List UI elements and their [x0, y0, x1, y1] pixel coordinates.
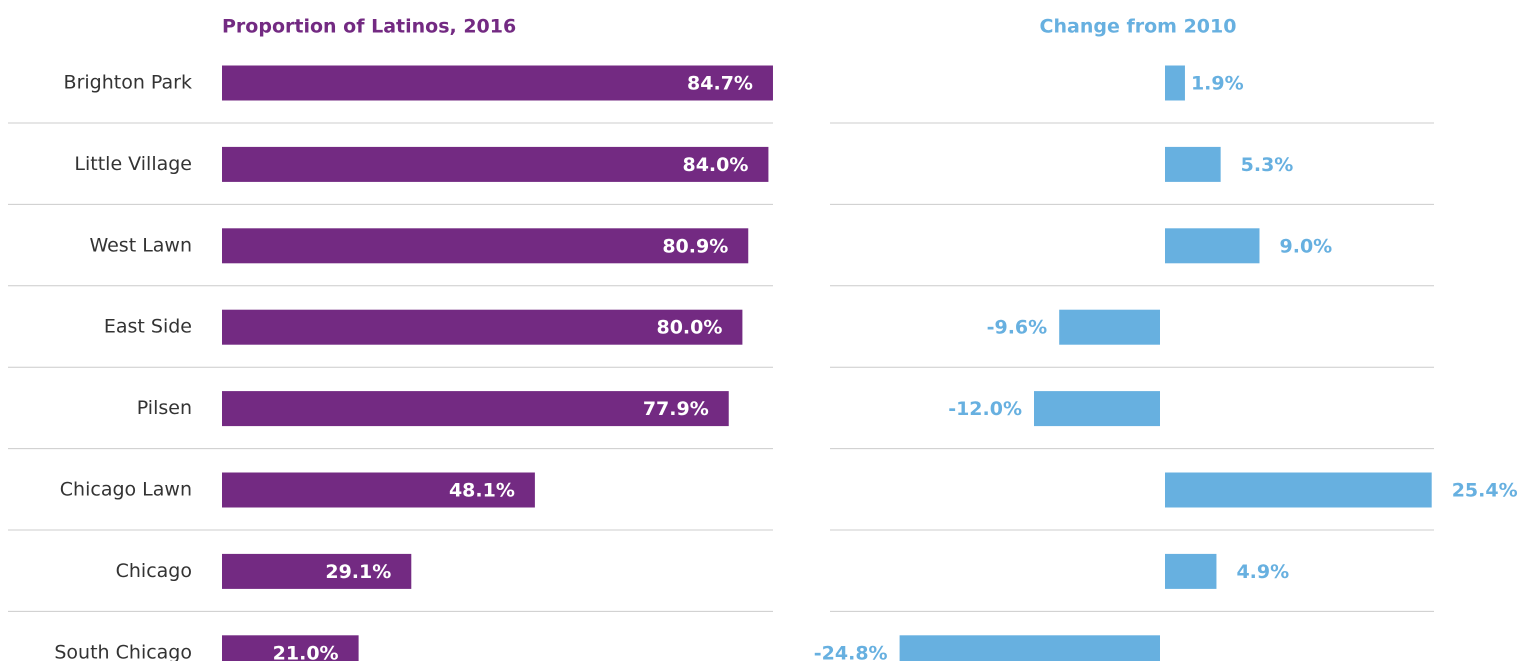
bar [1165, 472, 1432, 508]
bar [899, 635, 1160, 661]
value-label: 9.0% [1280, 235, 1333, 257]
bar [1165, 553, 1217, 589]
chart-title: Proportion of Latinos, 2016 [222, 16, 516, 38]
value-label: -24.8% [814, 642, 888, 661]
category-label: Chicago [116, 560, 192, 582]
value-label: 29.1% [325, 561, 391, 583]
bar [1059, 309, 1160, 345]
value-label: 84.7% [687, 73, 753, 95]
bar [1034, 391, 1160, 427]
value-label: 48.1% [449, 480, 515, 502]
value-label: 25.4% [1452, 480, 1518, 502]
value-label: 4.9% [1236, 561, 1289, 583]
bar [222, 146, 769, 182]
category-label: South Chicago [54, 641, 192, 661]
category-label: Pilsen [137, 397, 192, 419]
bar [1165, 228, 1260, 264]
bar [222, 65, 773, 101]
bar [1165, 146, 1221, 182]
value-label: 1.9% [1191, 73, 1244, 95]
category-label: West Lawn [89, 234, 192, 256]
bar [222, 635, 359, 661]
bar [222, 553, 412, 589]
category-label: East Side [104, 316, 192, 338]
bar [222, 309, 743, 345]
bar [222, 472, 535, 508]
category-label: Brighton Park [64, 72, 192, 94]
value-label: -12.0% [948, 398, 1022, 420]
value-label: 77.9% [643, 398, 709, 420]
bar [1165, 65, 1185, 101]
value-label: 80.0% [656, 317, 722, 339]
chart-title: Change from 2010 [1040, 16, 1237, 38]
bar [222, 391, 729, 427]
category-label: Little Village [74, 153, 192, 175]
value-label: 21.0% [273, 642, 339, 661]
value-label: 80.9% [662, 235, 728, 257]
value-label: -9.6% [987, 317, 1048, 339]
category-label: Chicago Lawn [60, 479, 192, 501]
value-label: 5.3% [1241, 154, 1294, 176]
value-label: 84.0% [682, 154, 748, 176]
bar [222, 228, 749, 264]
